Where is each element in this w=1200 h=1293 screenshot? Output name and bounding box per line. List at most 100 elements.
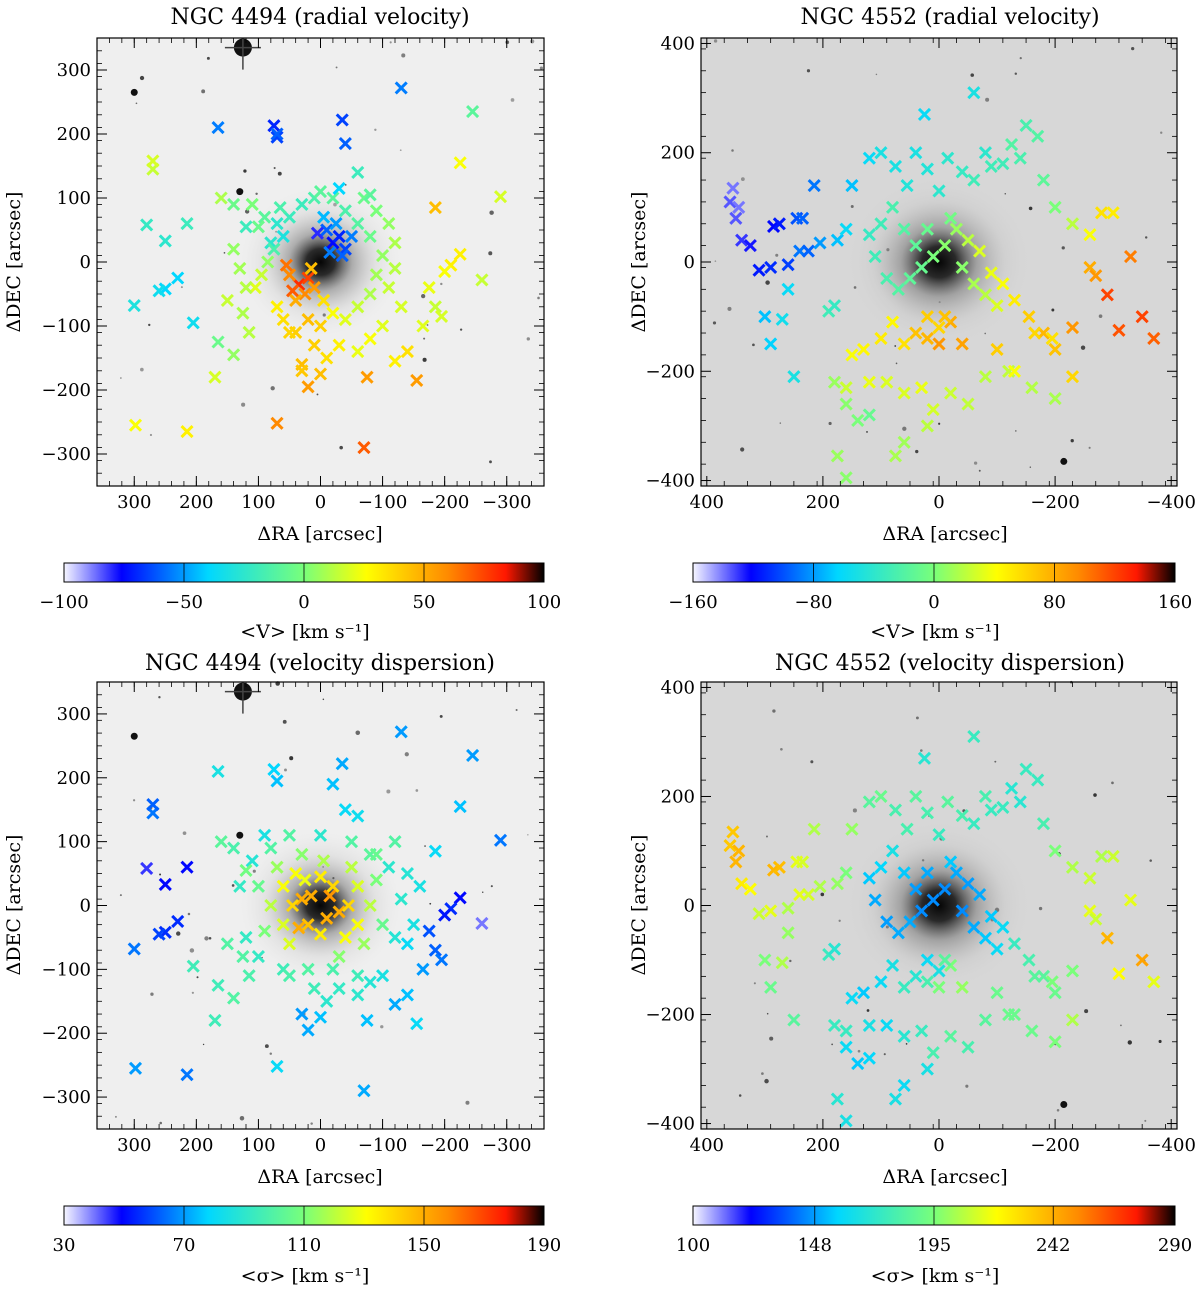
background-star (1051, 308, 1055, 312)
data-point (781, 901, 795, 915)
data-point (1123, 893, 1138, 907)
data-point (990, 986, 1004, 1000)
data-point (323, 245, 337, 259)
data-point (338, 204, 352, 218)
data-point (466, 105, 480, 119)
data-point (128, 1061, 143, 1075)
background-star (973, 461, 978, 465)
background-star (970, 73, 975, 77)
data-point (1004, 781, 1019, 795)
data-point (307, 338, 321, 352)
data-point (926, 893, 940, 907)
background-star (1004, 193, 1007, 195)
data-point (298, 287, 312, 301)
data-point (978, 931, 992, 945)
background-star (374, 128, 377, 131)
background-star (282, 719, 287, 724)
data-point (239, 930, 253, 944)
data-point (363, 229, 377, 243)
data-point (351, 879, 365, 893)
data-point (851, 1057, 865, 1071)
background-star (201, 89, 206, 94)
data-point (127, 298, 141, 313)
data-point (435, 309, 449, 323)
data-point (862, 375, 876, 389)
data-point (317, 854, 331, 868)
data-point (932, 337, 946, 351)
data-point (920, 162, 934, 176)
data-point (1031, 129, 1045, 143)
background-star (389, 41, 392, 44)
background-star (189, 948, 195, 953)
data-point (827, 299, 842, 313)
background-star (208, 936, 212, 940)
data-point (245, 197, 259, 211)
data-point (282, 969, 297, 983)
data-point (1048, 342, 1062, 356)
data-point (258, 924, 272, 938)
data-point (376, 249, 390, 263)
data-point (897, 337, 911, 351)
data-point (1147, 331, 1161, 346)
background-star (1070, 439, 1074, 443)
background-star (761, 1072, 764, 1075)
background-star (1028, 206, 1033, 211)
data-point (978, 789, 992, 804)
background-star (339, 445, 343, 450)
data-point (897, 1078, 911, 1092)
x-tick-label: −200 (1030, 492, 1079, 513)
data-point (1065, 321, 1080, 335)
data-point (376, 319, 390, 333)
data-point (493, 833, 508, 847)
background-star (820, 892, 825, 897)
background-star (1038, 906, 1043, 911)
data-point (732, 844, 746, 858)
data-point (453, 891, 467, 905)
data-point (839, 1024, 853, 1038)
colorbar-label: <V> [km s⁻¹] (870, 621, 999, 643)
data-point (801, 888, 815, 902)
background-star (429, 902, 432, 905)
data-point (211, 764, 225, 778)
data-point (295, 1007, 309, 1021)
data-point (301, 313, 315, 327)
background-star (1149, 859, 1152, 862)
data-point (813, 236, 827, 250)
colorbar-tick-label: −100 (39, 592, 88, 613)
data-point (944, 211, 958, 225)
data-point (435, 953, 449, 967)
data-point (856, 986, 871, 1000)
data-point (862, 151, 876, 165)
data-point (845, 822, 859, 836)
data-point (282, 325, 297, 339)
data-point (140, 861, 154, 876)
data-point (990, 342, 1004, 356)
data-point (886, 200, 900, 214)
background-star (355, 730, 361, 736)
data-point (320, 994, 334, 1008)
y-tick-label: 100 (57, 832, 91, 853)
data-point (332, 229, 346, 243)
data-point (270, 860, 284, 874)
background-star (424, 845, 426, 847)
data-point (171, 914, 185, 929)
data-point (332, 950, 346, 964)
data-point (251, 879, 265, 893)
data-point (723, 838, 737, 853)
y-tick-label: 0 (80, 896, 91, 917)
background-star (1093, 793, 1097, 797)
data-point (758, 953, 772, 967)
background-star (810, 760, 814, 764)
data-point (453, 799, 467, 814)
data-point (926, 1046, 940, 1060)
data-point (400, 867, 414, 881)
colorbar-tick-label: −50 (165, 592, 203, 613)
background-star (894, 345, 897, 347)
background-star (727, 306, 732, 311)
background-star (1158, 1039, 1162, 1043)
background-star (1029, 466, 1032, 468)
data-point (807, 822, 821, 836)
data-point (1048, 986, 1062, 1000)
data-point (310, 226, 324, 240)
data-point (903, 271, 917, 285)
